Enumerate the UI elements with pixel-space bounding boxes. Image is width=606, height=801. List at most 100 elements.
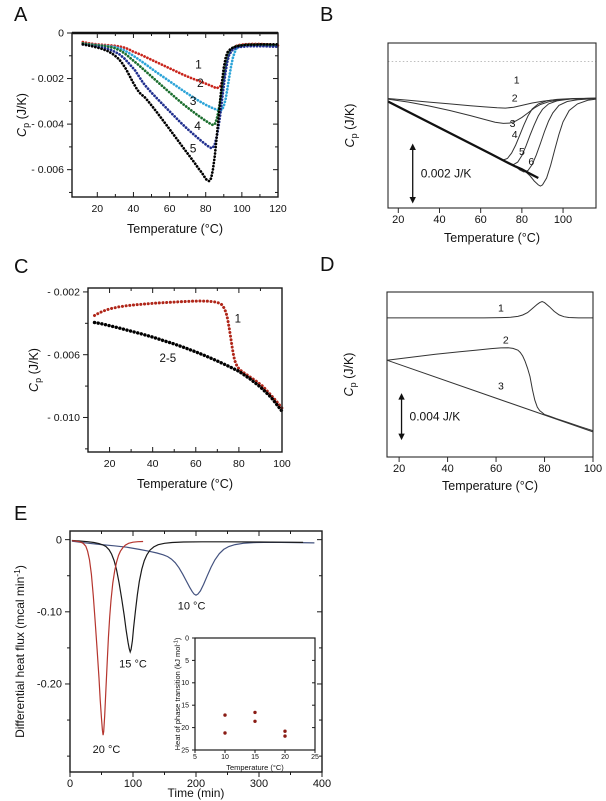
x-tick-label: 20 bbox=[91, 203, 103, 215]
panelE-inset: 5 10 15 20 25 0 5 10 15 20 25 Temperature (°C) Heat … bbox=[173, 635, 319, 772]
annotation: 1 bbox=[195, 57, 202, 71]
y-axis-label: Differential heat flux (mcal min-1) bbox=[12, 565, 27, 738]
panel-c-chart: 20 40 60 80 100 - 0.002 - 0.006 - 0.010 1 2-5 Temp… bbox=[27, 286, 291, 491]
panel-a-letter: A bbox=[14, 4, 28, 26]
x-tick-label: 20 bbox=[104, 458, 116, 470]
x-axis-label: Temperature (°C) bbox=[226, 763, 284, 772]
panel-a-chart: 20 40 60 80 100 120 0 - 0.002 - 0.004 - 0.006 1 23 4… bbox=[15, 28, 287, 236]
x-tick-label: 80 bbox=[233, 458, 245, 470]
annotation: 20 °C bbox=[93, 744, 121, 756]
x-tick-label: 20 bbox=[393, 463, 405, 475]
panel-b-letter: B bbox=[320, 4, 334, 26]
panel-d-chart: 20 40 60 80 100 1 2 3 0.004 J/K Temperature (°C) C… bbox=[342, 291, 602, 493]
panel-d-letter: D bbox=[320, 254, 335, 276]
curve-4-navy bbox=[81, 43, 280, 150]
y-tick-label: - 0.004 bbox=[31, 119, 64, 131]
enthalpy-points bbox=[223, 731, 227, 735]
curve-2-cyan bbox=[81, 42, 280, 112]
thick-envelope bbox=[387, 100, 539, 180]
y-tick-label: 20 bbox=[181, 725, 189, 732]
x-tick-label: 5 bbox=[193, 754, 197, 761]
curve-3-green bbox=[81, 42, 280, 127]
curve-5 bbox=[387, 98, 597, 173]
y-tick-label: -0.10 bbox=[37, 607, 62, 619]
y-axis-label: Cp (J/K) bbox=[27, 348, 43, 392]
x-tick-label: 10 bbox=[221, 754, 229, 761]
x-tick-label: 20 bbox=[281, 754, 289, 761]
x-tick-label: 80 bbox=[200, 203, 212, 215]
curve-6 bbox=[387, 98, 597, 187]
curve-1-red bbox=[93, 299, 284, 410]
x-tick-label: 40 bbox=[441, 463, 453, 475]
x-tick-label: 80 bbox=[538, 463, 550, 475]
x-tick-label: 100 bbox=[554, 214, 572, 226]
annotation: 2-5 bbox=[159, 353, 176, 365]
x-tick-label: 100 bbox=[124, 778, 142, 790]
y-tick-label: - 0.002 bbox=[31, 73, 64, 85]
panelA: 20 40 60 80 100 120 0 - 0.002 - 0.004 - 0.006 1 23 4… bbox=[15, 28, 287, 236]
y-tick-label: -0.20 bbox=[37, 679, 62, 691]
scalebar-label: 0.004 J/K bbox=[410, 410, 461, 424]
x-tick-label: 60 bbox=[475, 214, 487, 226]
curve-2 bbox=[386, 347, 594, 432]
x-tick-label: 0 bbox=[67, 778, 73, 790]
annotation: 4 bbox=[512, 129, 518, 141]
x-tick-label: 40 bbox=[147, 458, 159, 470]
x-axis-label: Temperature (°C) bbox=[442, 479, 538, 493]
x-tick-label: 300 bbox=[250, 778, 268, 790]
y-axis-label: Cp (J/K) bbox=[15, 93, 31, 137]
x-axis-label: Temperature (°C) bbox=[137, 477, 233, 491]
y-tick-label: 0 bbox=[185, 635, 189, 642]
plot-frame bbox=[87, 287, 283, 453]
annotation: 5 bbox=[190, 142, 197, 156]
annotation: 2 bbox=[503, 335, 509, 347]
x-tick-label: 60 bbox=[190, 458, 202, 470]
curve-10C-blue bbox=[71, 540, 315, 596]
y-axis-label: Heat of phase transition (kJ mol-1) bbox=[173, 637, 182, 750]
annotation: 2 bbox=[197, 76, 204, 90]
enthalpy-points bbox=[283, 734, 287, 738]
y-tick-label: 10 bbox=[181, 680, 189, 687]
x-tick-label: 15 bbox=[251, 754, 259, 761]
annotation: 15 °C bbox=[119, 658, 147, 670]
x-tick-label: 400 bbox=[313, 778, 331, 790]
x-tick-label: 100 bbox=[273, 458, 291, 470]
annotation: 6 bbox=[528, 156, 534, 168]
curve-20C-red bbox=[71, 540, 144, 736]
curve-3 bbox=[386, 359, 594, 433]
panel-c-letter: C bbox=[14, 256, 29, 278]
x-axis-label: Time (min) bbox=[168, 786, 225, 800]
y-tick-label: 0 bbox=[56, 534, 62, 546]
curve-5-black bbox=[81, 43, 280, 183]
enthalpy-points bbox=[253, 719, 257, 723]
plot-frame bbox=[71, 32, 279, 198]
panel-e-letter: E bbox=[14, 503, 28, 525]
x-axis-label: Temperature (°C) bbox=[127, 222, 223, 236]
x-tick-label: 80 bbox=[516, 214, 528, 226]
plot-frame bbox=[387, 42, 597, 209]
x-tick-label: 40 bbox=[433, 214, 445, 226]
y-tick-label: 15 bbox=[181, 703, 189, 710]
scalebar-arrow-up bbox=[409, 143, 416, 150]
curve-2-5-black bbox=[92, 320, 284, 413]
x-axis-label: Temperature (°C) bbox=[444, 231, 540, 245]
annotation: 4 bbox=[194, 119, 201, 133]
annotation: 1 bbox=[498, 302, 504, 314]
scalebar-label: 0.002 J/K bbox=[421, 167, 472, 181]
panelD: 20 40 60 80 100 1 2 3 0.004 J/K Temperature (°C) C… bbox=[342, 291, 602, 493]
panelC: 20 40 60 80 100 - 0.002 - 0.006 - 0.010 1 2-5 Temp… bbox=[27, 286, 291, 491]
x-tick-label: 25 bbox=[311, 754, 319, 761]
curve-2 bbox=[387, 97, 597, 124]
x-tick-label: 120 bbox=[269, 203, 287, 215]
x-tick-label: 200 bbox=[187, 778, 205, 790]
y-tick-label: - 0.010 bbox=[47, 412, 80, 424]
y-tick-label: - 0.002 bbox=[47, 286, 80, 298]
annotation: 3 bbox=[510, 118, 516, 130]
y-axis-label: Cp (J/K) bbox=[342, 353, 358, 397]
x-tick-label: 40 bbox=[128, 203, 140, 215]
x-tick-label: 60 bbox=[164, 203, 176, 215]
